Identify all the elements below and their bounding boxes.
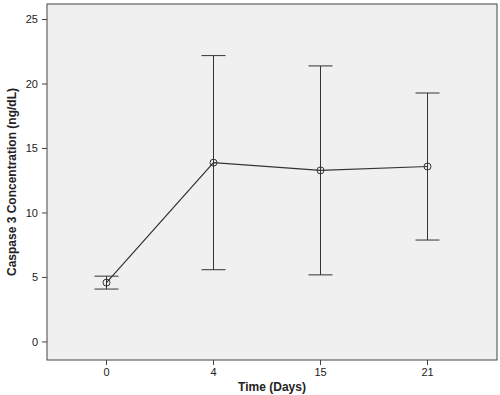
x-axis-label: Time (Days) (238, 380, 306, 394)
data-marker (424, 163, 431, 170)
y-tick (42, 19, 47, 20)
error-bar-cap (95, 276, 119, 277)
x-tick (320, 360, 321, 365)
x-tick-label: 15 (314, 366, 326, 378)
error-bar-cap (416, 240, 440, 241)
data-group (95, 56, 440, 289)
x-tick (106, 360, 107, 365)
error-bar-cap (309, 274, 333, 275)
data-marker (103, 279, 110, 286)
y-axis-label: Caspase 3 Concentration (ng/dL) (5, 88, 19, 276)
y-tick (42, 83, 47, 84)
data-marker (210, 159, 217, 166)
x-tick (213, 360, 214, 365)
x-tick-label: 0 (103, 366, 109, 378)
plot-frame (47, 4, 497, 360)
error-bar-cap (95, 289, 119, 290)
y-tick-label: 5 (32, 271, 38, 283)
error-bar-cap (202, 55, 226, 56)
error-bar-cap (309, 65, 333, 66)
x-tick-label: 21 (421, 366, 433, 378)
y-tick-label: 0 (32, 336, 38, 348)
y-tick (42, 148, 47, 149)
error-bar-cap (416, 93, 440, 94)
y-tick (42, 341, 47, 342)
x-tick (427, 360, 428, 365)
y-tick (42, 277, 47, 278)
error-bar-cap (202, 269, 226, 270)
x-tick-label: 4 (210, 366, 216, 378)
y-tick-label: 20 (26, 78, 38, 90)
y-tick-label: 25 (26, 13, 38, 25)
chart-svg: 0 5 10 15 20 25 0 4 15 21 Time (Days) Caspase 3 Con… (0, 0, 500, 395)
chart-container: 0 5 10 15 20 25 0 4 15 21 Time (Days) Caspase 3 Con… (0, 0, 500, 395)
data-line (107, 163, 428, 283)
y-tick-label: 10 (26, 207, 38, 219)
y-tick (42, 212, 47, 213)
y-tick-label: 15 (26, 142, 38, 154)
data-marker (317, 167, 324, 174)
